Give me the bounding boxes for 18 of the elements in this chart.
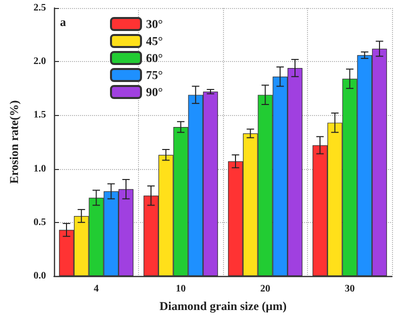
x-tick-label: 4	[94, 284, 99, 294]
y-tick-label: 2.5	[34, 2, 46, 14]
y-tick-label: 2.0	[34, 56, 46, 68]
y-axis-title: Erosion rate(%)	[7, 100, 21, 184]
x-tick-label: 20	[260, 284, 270, 294]
legend-label: 30°	[146, 17, 163, 31]
x-axis-title: Diamond grain size (μm)	[159, 299, 287, 313]
y-tick-label: 0.0	[34, 270, 46, 282]
legend-label: 45°	[146, 34, 163, 48]
y-tick-label: 1.5	[34, 110, 46, 121]
annotation: a	[60, 15, 66, 29]
x-tick-label: 10	[176, 284, 186, 294]
legend-label: 75°	[146, 68, 163, 82]
y-tick-label: 1.0	[34, 163, 46, 174]
x-tick-label: 30	[344, 284, 355, 294]
legend-label: 60°	[146, 51, 163, 65]
legend-label: 90°	[146, 85, 163, 99]
y-tick-label: 0.5	[34, 216, 46, 228]
